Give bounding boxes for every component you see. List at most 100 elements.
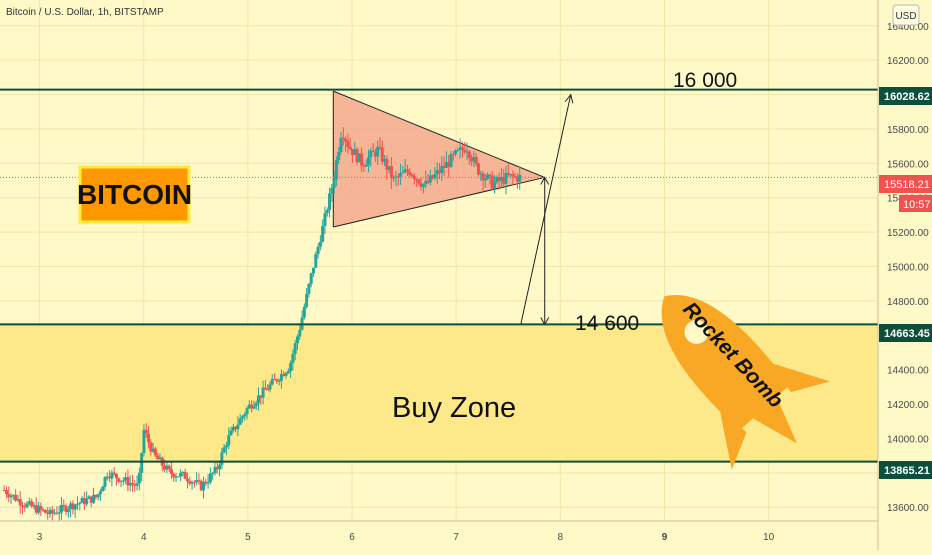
resistance-price-label: 16028.62 [879,87,932,105]
candle-body [126,477,130,486]
triangle-fill [333,91,545,227]
target-annotation: 16 000 [673,69,737,92]
candle-body [428,175,432,183]
candle-body [71,503,75,510]
candle-body [279,373,283,381]
resistance-price-box [879,87,932,105]
usd-button-frame[interactable] [892,4,920,26]
candle-body [213,466,217,473]
candle-body [85,498,89,505]
candle-body [231,426,235,431]
candle-body [227,435,231,446]
candle-body [456,149,460,151]
candle-body [124,477,128,481]
candle-body [192,482,196,484]
candle-body [30,501,34,507]
candle-body [158,457,162,460]
candle-body [188,481,192,484]
candle-body [387,166,391,170]
candle-body [433,174,437,179]
candle-body [199,481,203,491]
candle-body [110,472,114,479]
candle-body [506,172,510,175]
candle-body [307,283,311,294]
triangle-pattern [332,90,545,228]
candle-body [119,480,123,482]
candle-body [183,471,187,479]
rocket-window [684,319,709,344]
candle-body [48,509,52,515]
y-tick-label: 16400.00 [887,22,929,33]
candle-body [202,481,206,491]
candle-body [435,170,439,175]
candle-body [378,146,382,148]
candle-body [167,465,171,470]
candle-body [222,447,226,453]
candle-body [135,483,139,486]
candle-body [215,466,219,470]
candle-body [325,210,329,214]
candle-body [218,464,222,470]
usd-button[interactable]: USD [892,4,920,26]
candle-body [493,182,497,189]
candle-body [43,509,47,513]
candle-body [408,171,412,175]
candle-body [302,306,306,318]
candle-body [444,161,448,168]
rocket-flame [752,397,797,444]
candle-body [449,154,453,168]
candle-body [156,455,160,460]
candle-body [64,506,68,513]
candle-body [314,254,318,268]
candle-body [497,177,501,182]
candle-body [16,499,20,501]
candle-body [14,494,18,501]
candle-body [142,429,146,454]
candle-body [362,165,366,167]
candle-body [364,164,368,167]
symbol-title: Bitcoin / U.S. Dollar, 1h, BITSTAMP [6,7,164,18]
candle-body [179,472,183,477]
candle-body [73,504,77,510]
candle-body [250,404,254,409]
support-top-price-label: 14663.45 [879,324,932,342]
candle-body [55,512,59,514]
candle-body [103,476,107,487]
candle-body [46,512,50,515]
target-arrow-head [564,93,574,104]
measure-arrow-head-top [540,176,550,185]
candle-body [401,172,405,174]
support-bottom-price-text: 13865.21 [884,465,930,477]
candle-body [513,176,517,178]
usd-button-label[interactable]: USD [895,11,916,22]
buy-zone-label: Buy Zone [392,392,516,424]
candle-body [174,476,178,478]
candle-body [245,408,249,415]
candle-body [32,505,36,507]
candles [2,127,522,522]
candle-body [94,494,98,498]
candle-body [353,149,357,156]
candle-body [458,147,462,150]
y-tick-label: 14000.00 [887,434,929,445]
candle-body [316,246,320,255]
measure-annotation: 14 600 [575,312,639,335]
candle-body [502,176,506,184]
candle-body [442,165,446,168]
triangle-upper-edge [333,90,545,178]
candle-body [259,395,263,398]
y-tick-label: 16200.00 [887,56,929,67]
y-tick-label: 15200.00 [887,228,929,239]
candle-body [2,490,6,492]
candle-body [140,453,144,473]
candle-body [486,174,490,179]
candle-body [394,176,398,178]
candle-body [7,494,11,498]
candle-body [153,448,157,456]
candle-body [470,157,474,162]
candle-body [499,176,503,182]
badge-label: BITCOIN [77,179,192,210]
candle-body [165,465,169,470]
